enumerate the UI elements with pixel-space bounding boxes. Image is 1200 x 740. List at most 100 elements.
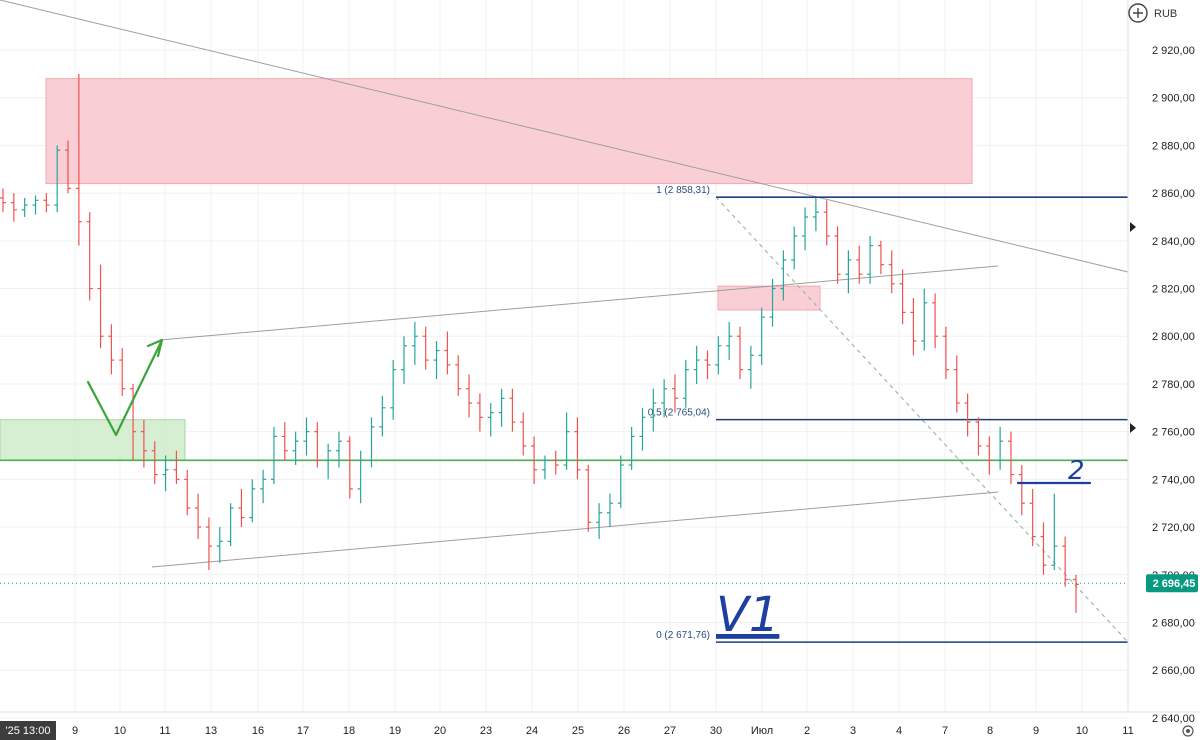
- price-tick-label: 2 820,00: [1152, 284, 1195, 296]
- green-arrow-drawing: [86, 338, 164, 437]
- ohlc-bar: [520, 412, 527, 456]
- ohlc-bar: [108, 324, 115, 375]
- lower-channel-line: [151, 491, 999, 568]
- ohlc-bar: [997, 426, 1004, 470]
- time-tick-label: 3: [850, 725, 856, 737]
- ohlc-bar: [769, 278, 776, 327]
- ohlc-bar: [281, 422, 288, 461]
- ohlc-bar: [476, 393, 483, 432]
- time-tick-label: 19: [389, 725, 401, 737]
- currency-label[interactable]: RUB: [1154, 8, 1177, 20]
- ohlc-bar: [910, 298, 917, 356]
- time-axis[interactable]: 9 10 11 13 16 17 18 19 20 23 24 25 26 27 30 Июл 2 3 4 7 8 9 10…: [0, 711, 1200, 737]
- time-tick-label: 17: [297, 725, 309, 737]
- ohlc-bar: [552, 450, 559, 475]
- ohlc-bar: [1007, 431, 1014, 485]
- first-date-label: '25 13:00: [6, 725, 51, 737]
- ohlc-bar: [650, 388, 657, 432]
- price-bars-layer: [0, 73, 1079, 613]
- ohlc-bar: [433, 341, 440, 380]
- ohlc-bar: [661, 379, 668, 418]
- fib-levels-layer: 1 (2 858,31) 0,5 (2 765,04) 0 (2 671,76): [648, 185, 1128, 643]
- price-tick-label: 2 760,00: [1152, 427, 1195, 439]
- ohlc-bar: [964, 393, 971, 437]
- price-tick-label: 2 680,00: [1152, 617, 1195, 629]
- price-tick-label: 2 780,00: [1152, 379, 1195, 391]
- zones-layer: [0, 78, 973, 461]
- ohlc-bar: [411, 321, 418, 365]
- ohlc-bar: [617, 455, 624, 508]
- ohlc-bar: [715, 336, 722, 375]
- time-tick-label: 9: [72, 725, 78, 737]
- settings-icon[interactable]: [1182, 725, 1194, 737]
- time-tick-label: 27: [664, 725, 676, 737]
- ohlc-bar: [314, 422, 321, 468]
- ohlc-bar: [270, 426, 277, 485]
- support-zone: [0, 419, 186, 461]
- ohlc-bar: [10, 193, 17, 222]
- ohlc-bar: [639, 407, 646, 451]
- ohlc-bar: [466, 374, 473, 418]
- time-tick-label: 7: [942, 725, 948, 737]
- price-axis[interactable]: 2 920,00 2 900,00 2 880,00 2 860,00 2 840,00…: [1127, 0, 1200, 740]
- ohlc-bar: [205, 517, 212, 570]
- descending-trendline: [0, 0, 1129, 273]
- ohlc-bar: [986, 436, 993, 475]
- time-tick-label: 13: [205, 725, 217, 737]
- time-tick-label: 4: [896, 725, 902, 737]
- ohlc-bar: [195, 493, 202, 539]
- price-tick-label: 2 880,00: [1152, 140, 1195, 152]
- ohlc-bar: [1029, 488, 1036, 547]
- time-tick-label: Июл: [751, 725, 773, 737]
- ohlc-bar: [119, 348, 126, 396]
- drawings-layer: 2 V1: [86, 338, 1092, 643]
- ohlc-bar: [487, 403, 494, 437]
- ohlc-bar: [899, 269, 906, 325]
- price-axis-background: [1128, 0, 1200, 740]
- upper-channel-line: [159, 265, 999, 341]
- ohlc-bar: [401, 336, 408, 384]
- ohlc-bar: [747, 345, 754, 389]
- handwritten-2: 2: [1068, 456, 1085, 486]
- ohlc-bar: [704, 350, 711, 380]
- ohlc-bar: [498, 388, 505, 427]
- price-tick-label: 2 860,00: [1152, 188, 1195, 200]
- ohlc-bar: [791, 226, 798, 270]
- current-price-label: 2 696,45: [1153, 578, 1196, 590]
- ohlc-bar: [151, 441, 158, 485]
- ohlc-bar: [238, 488, 245, 528]
- ohlc-bar: [249, 479, 256, 523]
- ohlc-bar: [97, 264, 104, 349]
- ohlc-bar: [802, 207, 809, 251]
- ohlc-bar: [32, 195, 39, 215]
- ohlc-bar: [0, 188, 6, 213]
- time-tick-label: 10: [114, 725, 126, 737]
- time-tick-label: 23: [480, 725, 492, 737]
- current-price-tag: [1146, 574, 1198, 593]
- ohlc-bar: [563, 412, 570, 470]
- fib-diagonal-line: [715, 196, 1129, 643]
- ohlc-bar: [216, 527, 223, 563]
- ohlc-bar: [942, 326, 949, 380]
- ohlc-bar: [606, 493, 613, 528]
- ohlc-bar: [379, 395, 386, 437]
- ohlc-bar: [1018, 465, 1025, 516]
- time-tick-label: 30: [710, 725, 722, 737]
- price-tick-label: 2 660,00: [1152, 665, 1195, 677]
- price-tick-label: 2 900,00: [1152, 93, 1195, 105]
- ohlc-bar: [682, 360, 689, 408]
- ohlc-bar: [932, 293, 939, 349]
- time-tick-label: 9: [1033, 725, 1039, 737]
- ohlc-bar: [455, 355, 462, 396]
- plus-icon: [1133, 8, 1143, 18]
- ohlc-bar: [422, 326, 429, 370]
- ohlc-bar: [812, 197, 819, 232]
- ohlc-bar: [75, 73, 82, 246]
- ohlc-bar: [21, 197, 28, 217]
- ohlc-bar: [357, 450, 364, 504]
- ohlc-bar: [693, 345, 700, 384]
- ohlc-bar: [921, 288, 928, 351]
- fib-level-label: 1 (2 858,31): [656, 185, 710, 196]
- time-tick-label: 25: [572, 725, 584, 737]
